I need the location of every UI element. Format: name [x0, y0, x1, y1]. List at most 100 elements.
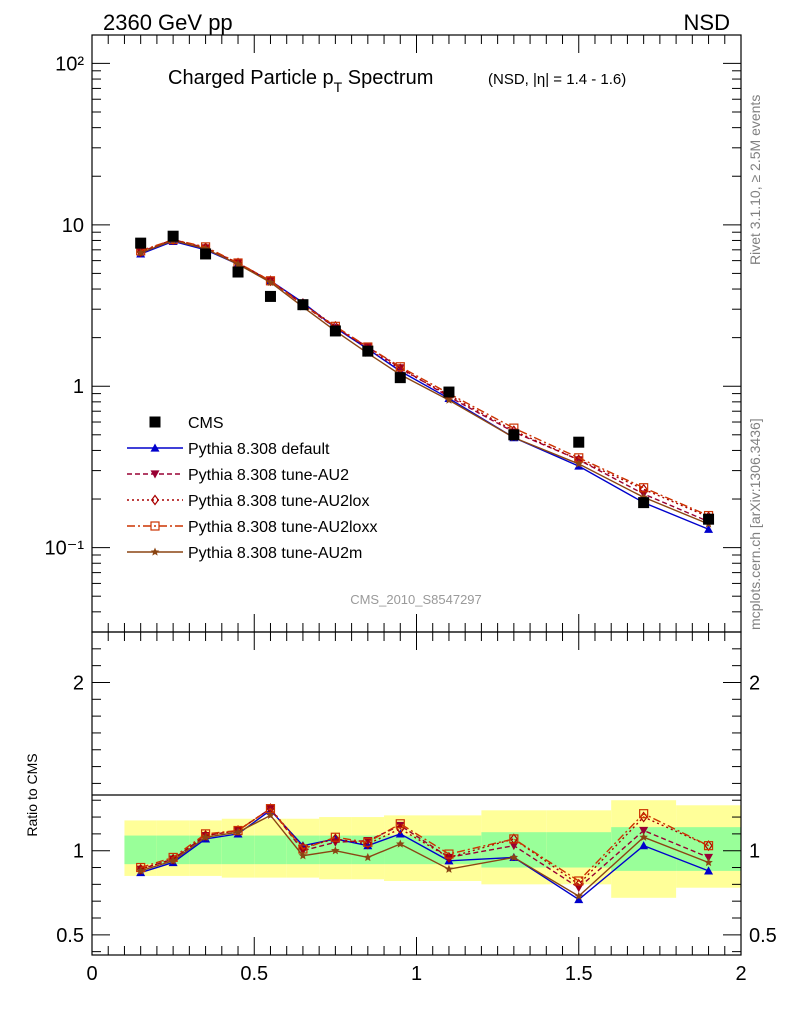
ratio-point — [574, 878, 583, 890]
data-point — [444, 395, 454, 404]
data-point — [443, 386, 455, 398]
ratio-point — [574, 894, 584, 904]
ratio-point — [704, 853, 714, 862]
data-point — [574, 459, 584, 468]
ratio-point — [704, 857, 713, 867]
y-tick-label: 1 — [73, 376, 84, 398]
uncertainty-band-inner — [221, 835, 255, 865]
header-left-label: 2360 GeV pp — [103, 10, 233, 35]
data-point — [508, 429, 520, 441]
ratio-y-axis-label: Ratio to CMS — [24, 753, 40, 836]
y-tick-label: 10² — [55, 53, 84, 75]
legend-label: Pythia 8.308 default — [188, 441, 330, 458]
main-plot-frame — [91, 34, 742, 633]
ratio-point — [574, 891, 584, 900]
ratio-plot-frame — [91, 631, 742, 956]
ratio-point — [703, 841, 714, 851]
ratio-point — [201, 832, 210, 841]
x-tick-label: 2 — [735, 963, 746, 985]
legend-entry: Pythia 8.308 tune-AU2lox — [127, 493, 369, 510]
ratio-point — [136, 863, 145, 875]
uncertainty-band-inner — [124, 835, 157, 865]
ratio-plot-area: 0.5 0.51 12 20 0.5 1 1.5 2 — [56, 631, 777, 985]
ratio-point — [330, 832, 340, 842]
ratio-point — [509, 834, 519, 844]
ratio-point — [395, 821, 405, 830]
ratio-point — [444, 849, 454, 859]
legend-entry: Pythia 8.308 tune-AU2 — [127, 467, 349, 484]
ratio-point — [363, 837, 373, 847]
ratio-point — [168, 856, 178, 865]
ratio-line — [140, 807, 709, 886]
ratio-point — [444, 851, 454, 863]
header-right-label: NSD — [684, 10, 730, 35]
ratio-y-tick-label-right: 0.5 — [749, 925, 777, 947]
data-point — [136, 248, 145, 257]
data-point — [573, 436, 585, 448]
legend-marker — [150, 494, 160, 506]
mcplots-reference-label: mcplots.cern.ch [arXiv:1306.3436] — [747, 418, 763, 630]
ratio-y-tick-label-left: 0.5 — [56, 925, 84, 947]
ratio-y-tick-label-left: 1 — [73, 841, 84, 863]
ratio-point — [363, 852, 373, 862]
legend-label: Pythia 8.308 tune-AU2lox — [188, 493, 369, 510]
legend-entry: Pythia 8.308 tune-AU2loxx — [127, 519, 377, 536]
ratio-point — [444, 864, 454, 873]
y-tick-label: 10 — [62, 215, 84, 237]
legend-label: CMS — [188, 415, 224, 432]
ratio-point — [169, 853, 178, 865]
data-point — [395, 364, 405, 373]
legend-label: Pythia 8.308 tune-AU2 — [188, 467, 349, 484]
data-point — [233, 259, 243, 268]
legend-entry: Pythia 8.308 default — [127, 441, 330, 458]
x-tick-label: 0.5 — [240, 963, 268, 985]
ratio-series-pythia-8-308-tune-au2m — [136, 810, 713, 900]
series-line — [140, 238, 709, 518]
ratio-point — [639, 841, 649, 850]
data-point — [266, 277, 275, 286]
ratio-y-tick-label-left: 2 — [73, 672, 84, 694]
data-point — [135, 237, 147, 249]
legend: CMS Pythia 8.308 default Pythia 8.308 tune… — [127, 415, 377, 562]
data-point — [232, 266, 244, 278]
series-line — [140, 240, 709, 530]
series-cms — [135, 230, 715, 525]
data-point — [167, 230, 179, 242]
legend-label: Pythia 8.308 tune-AU2m — [188, 545, 362, 562]
ratio-y-tick-label-right: 2 — [749, 672, 760, 694]
ratio-y-tick-label-right: 1 — [749, 841, 760, 863]
legend-marker — [150, 443, 160, 452]
main-plot-area: 10⁻¹ 1 10 10² — [45, 34, 742, 633]
data-point — [639, 483, 649, 493]
ratio-point — [639, 826, 649, 836]
analysis-watermark: CMS_2010_S8547297 — [350, 592, 482, 607]
ratio-point — [363, 841, 373, 850]
ratio-point — [331, 846, 340, 855]
legend-entry: CMS — [149, 415, 224, 432]
ratio-point — [136, 866, 145, 875]
ratio-point — [363, 837, 373, 846]
ratio-line — [140, 814, 709, 897]
series-line — [140, 238, 709, 517]
chart-title: Charged Particle pT Spectrum — [168, 67, 433, 95]
ratio-point — [266, 810, 275, 820]
ratio-point — [395, 819, 405, 829]
legend-label: Pythia 8.308 tune-AU2loxx — [188, 519, 377, 536]
ratio-point — [233, 827, 243, 836]
data-point — [638, 497, 650, 509]
ratio-point — [509, 852, 519, 862]
ratio-point — [639, 832, 648, 841]
ratio-point — [704, 866, 714, 875]
uncertainty-band-inner — [546, 832, 612, 868]
legend-marker — [150, 521, 160, 531]
data-point — [264, 290, 276, 302]
data-point — [703, 513, 715, 525]
ratio-point — [396, 839, 405, 848]
data-point — [200, 248, 212, 260]
rivet-version-label: Rivet 3.1.10, ≥ 2.5M events — [747, 95, 763, 265]
x-tick-label: 1.5 — [565, 963, 593, 985]
data-point — [297, 299, 309, 311]
data-point — [329, 325, 341, 337]
chart-subtitle: (NSD, |η| = 1.4 - 1.6) — [488, 71, 626, 88]
